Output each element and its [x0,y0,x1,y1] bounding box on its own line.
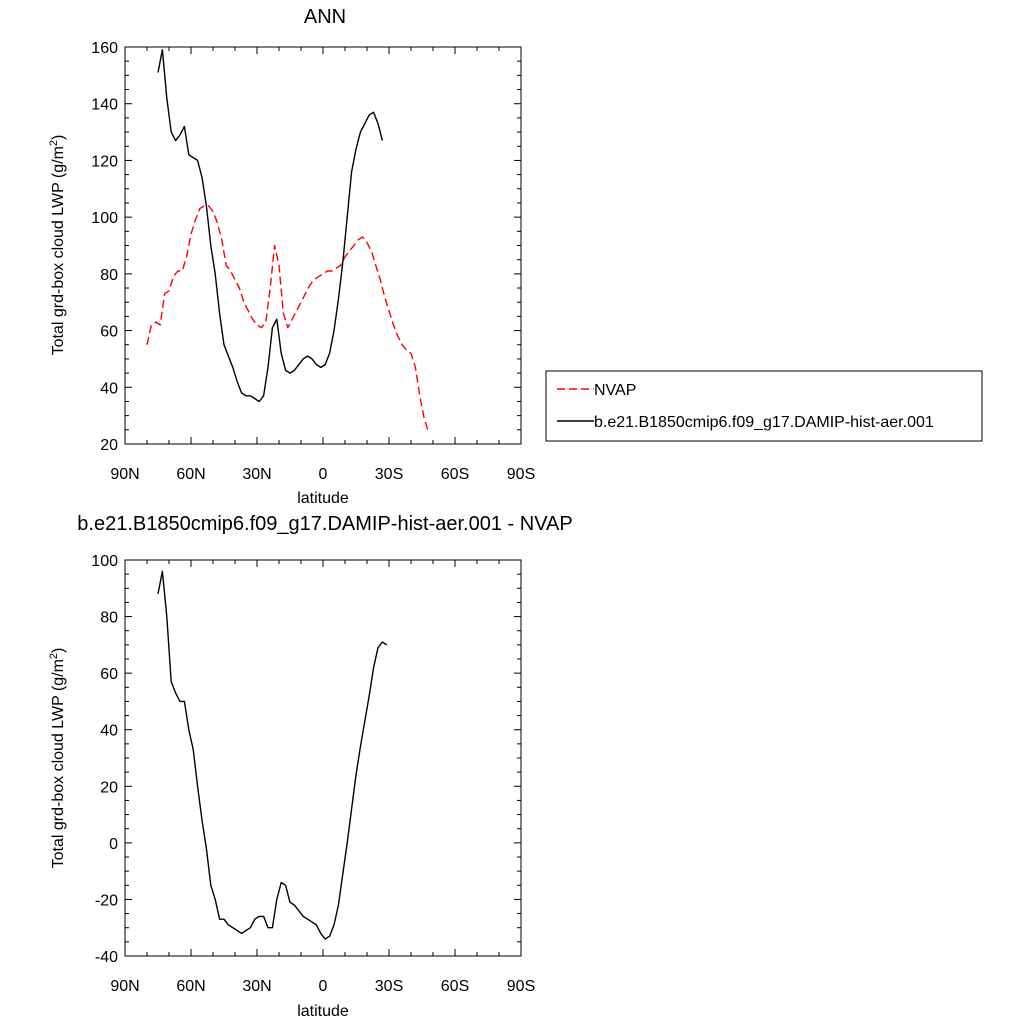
series-group [146,49,430,433]
y-tick-label: 80 [100,610,118,627]
series-line-b-e21-b1850cmip6-f09-g17-damip-hist-aer-001 [157,49,384,403]
y-axis-label-main: Total grd-box cloud LWP (g/m [50,659,67,868]
y-tick-label: 100 [91,210,118,227]
y-tick-label: 0 [109,836,118,853]
y-axis-label-main: Total grd-box cloud LWP (g/m [50,146,67,355]
y-axis-label-sup: 2 [48,140,60,146]
x-tick-label: 30S [375,466,403,483]
y-tick-label: 20 [100,437,118,454]
y-axis-label-sup: 2 [48,653,60,659]
y-axis-label: Total grd-box cloud LWP (g/m2) [48,135,67,356]
x-tick-label: 30N [242,466,271,483]
y-tick-label: 100 [91,553,118,570]
y-tick-label: 40 [100,380,118,397]
plot-frame [124,46,522,445]
y-axis-label: Total grd-box cloud LWP (g/m2) [48,648,67,869]
x-axis-label: latitude [297,1003,349,1020]
y-tick-label: 160 [91,40,118,57]
x-tick-label: 90S [507,466,535,483]
y-tick-label: 60 [100,324,118,341]
y-tick-label: 140 [91,97,118,114]
x-axis: 90N 60N 30N 0 30S 60S 90S [110,560,535,995]
series-group [157,570,388,940]
legend-label-nvap: NVAP [594,382,636,399]
legend-label-model: b.e21.B1850cmip6.f09_g17.DAMIP-hist-aer.… [594,414,934,431]
y-axis-label-tail: ) [50,648,67,653]
y-axis: 20 40 60 80 100 120 140 160 [91,40,521,454]
x-axis-label: latitude [297,490,349,507]
x-tick-label: 60S [441,978,469,995]
plot-frame [124,559,522,957]
x-tick-label: 30N [242,978,271,995]
y-tick-label: 120 [91,153,118,170]
x-tick-label: 30S [375,978,403,995]
chart-title: ANN [304,6,346,28]
x-tick-label: 90S [507,978,535,995]
series-line-difference [157,570,388,940]
chart-panel-bottom: b.e21.B1850cmip6.f09_g17.DAMIP-hist-aer.… [48,513,573,1020]
y-tick-label: -40 [95,949,118,966]
x-tick-label: 90N [110,978,139,995]
y-tick-label: 80 [100,267,118,284]
x-tick-label: 60N [176,978,205,995]
legend: NVAP b.e21.B1850cmip6.f09_g17.DAMIP-hist… [545,370,983,442]
y-tick-label: 20 [100,779,118,796]
x-tick-label: 0 [319,978,328,995]
y-tick-label: 60 [100,666,118,683]
chart-panel-top: ANN 90N 60N 30N 0 30S 60S 90S 20 40 60 80 100 120 14… [48,6,983,507]
x-axis: 90N 60N 30N 0 30S 60S 90S [110,47,535,483]
y-axis-label-tail: ) [50,135,67,140]
series-line-nvap [146,205,430,433]
chart-title: b.e21.B1850cmip6.f09_g17.DAMIP-hist-aer.… [77,513,572,535]
legend-box [545,370,983,442]
y-axis: -40 -20 0 20 40 60 80 100 [91,553,521,966]
x-tick-label: 60N [176,466,205,483]
x-tick-label: 0 [319,466,328,483]
x-tick-label: 60S [441,466,469,483]
y-tick-label: 40 [100,723,118,740]
x-tick-label: 90N [110,466,139,483]
y-tick-label: -20 [95,892,118,909]
